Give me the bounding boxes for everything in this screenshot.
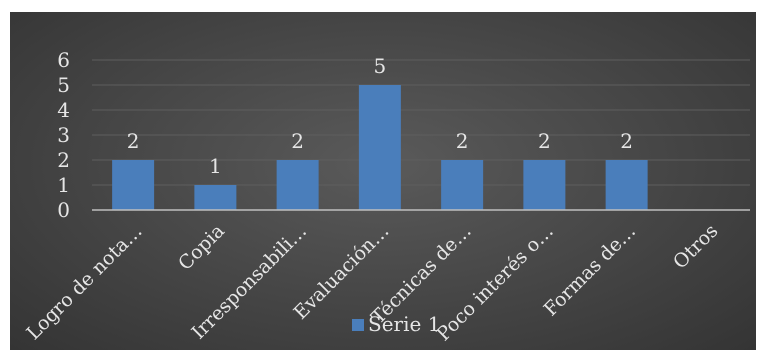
gridlines [92, 59, 750, 186]
y-tick-label-0: 0 [57, 198, 70, 222]
category-label-1: Logro de nota… [22, 220, 146, 344]
bar-4 [358, 85, 401, 210]
bar-2 [194, 185, 237, 210]
bar-7 [605, 160, 648, 210]
y-tick-label-6: 6 [57, 48, 70, 72]
data-label-2: 1 [209, 154, 222, 178]
bar-3 [276, 160, 319, 210]
data-labels: 2 1 2 5 2 2 2 [127, 54, 633, 178]
data-label-5: 2 [456, 129, 469, 153]
bar-6 [523, 160, 566, 210]
y-tick-label-1: 1 [57, 173, 70, 197]
data-label-4: 5 [374, 54, 387, 78]
data-label-1: 2 [127, 129, 140, 153]
bar-1 [112, 160, 155, 210]
bar-5 [441, 160, 484, 210]
legend-label-serie-1: Serie 1 [368, 312, 440, 336]
y-tick-label-3: 3 [57, 123, 70, 147]
y-tick-label-2: 2 [57, 148, 70, 172]
data-label-6: 2 [538, 129, 551, 153]
bars [112, 85, 648, 210]
legend: Serie 1 [352, 312, 440, 336]
y-tick-label-5: 5 [57, 73, 70, 97]
category-label-2: Copia [174, 220, 229, 275]
category-label-8: Otros [669, 220, 722, 273]
data-label-7: 2 [620, 129, 633, 153]
y-tick-label-4: 4 [57, 98, 70, 122]
legend-swatch-serie-1 [352, 319, 364, 331]
data-label-3: 2 [291, 129, 304, 153]
